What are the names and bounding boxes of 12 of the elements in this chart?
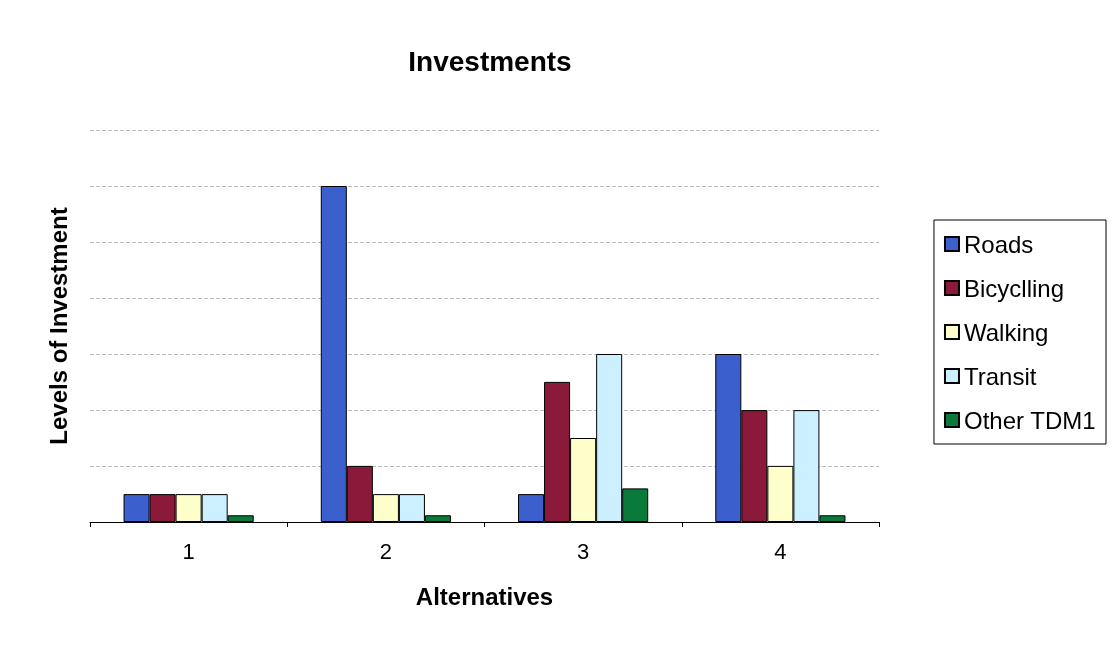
legend-label: Bicyclling — [963, 274, 1065, 302]
x-axis-title: Alternatives — [415, 582, 554, 610]
x-tick-label: 3 — [577, 538, 590, 564]
legend-label: Other TDM1 — [963, 406, 1096, 434]
chart-title: Investments — [408, 45, 572, 77]
legend-label: Roads — [963, 230, 1034, 258]
x-tick-label: 1 — [182, 538, 195, 564]
x-tick-label: 2 — [379, 538, 392, 564]
y-axis-title: Levels of Investment — [44, 207, 72, 445]
x-tick-label: 4 — [774, 538, 787, 564]
legend-label: Walking — [963, 318, 1049, 346]
legend-label: Transit — [963, 362, 1037, 390]
